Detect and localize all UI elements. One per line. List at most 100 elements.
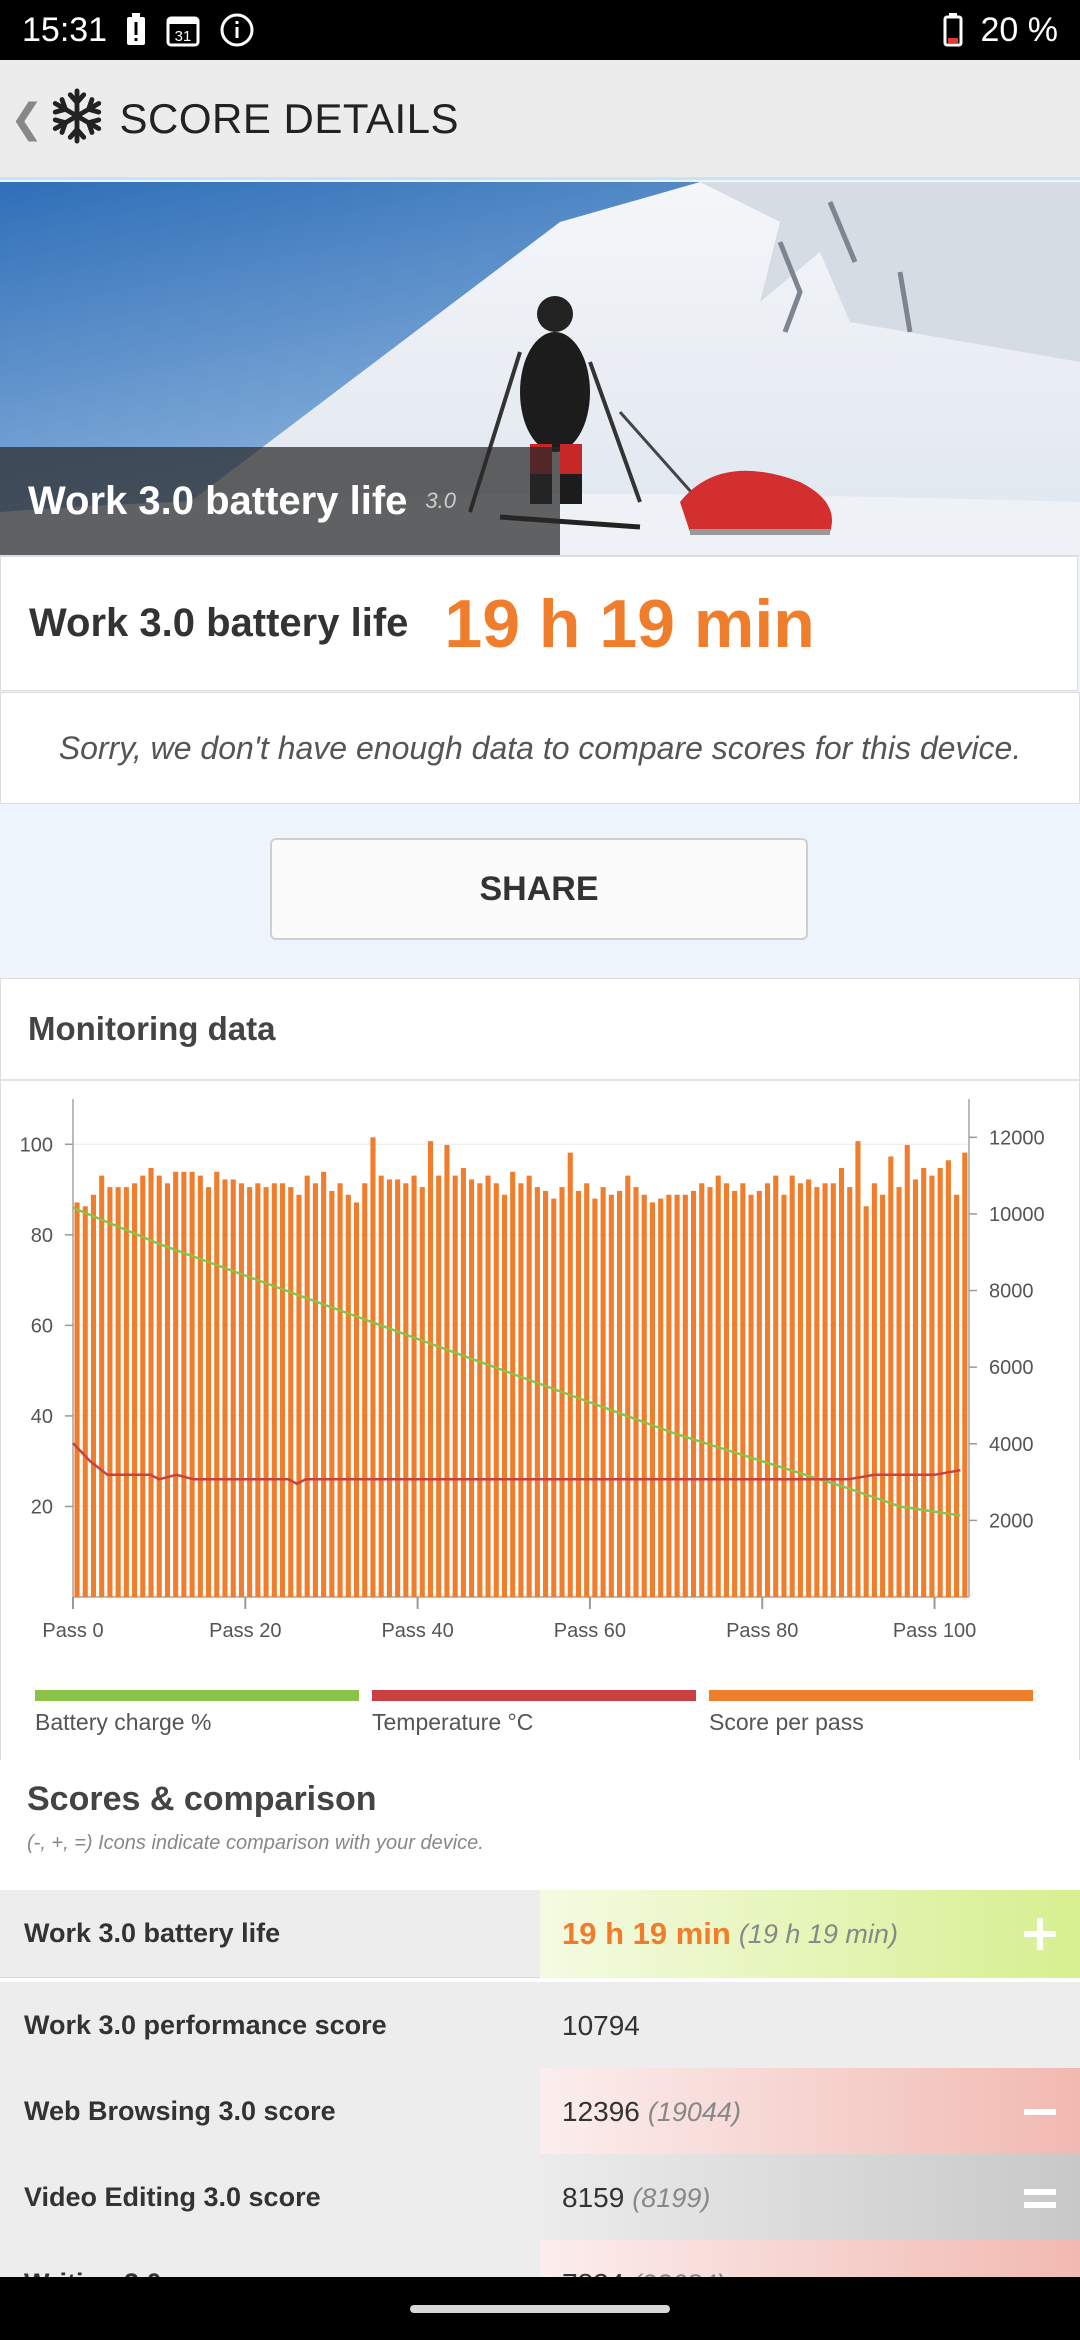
score-bar bbox=[937, 1167, 943, 1597]
score-bar bbox=[230, 1179, 236, 1597]
score-cell: 19 h 19 min (19 h 19 min) bbox=[540, 1890, 1080, 1978]
score-row-video-editing[interactable]: Video Editing 3.0 score 8159 (8199) bbox=[0, 2154, 1080, 2242]
score-bar bbox=[732, 1190, 738, 1597]
score-row-performance[interactable]: Work 3.0 performance score 10794 bbox=[0, 1982, 1080, 2070]
score-compare: (19 h 19 min) bbox=[738, 1918, 898, 1949]
legend-label: Score per pass bbox=[709, 1709, 864, 1735]
score-bar bbox=[493, 1183, 499, 1597]
score-bar bbox=[740, 1183, 746, 1597]
page-title: SCORE DETAILS bbox=[119, 94, 459, 142]
score-compare: (19044) bbox=[647, 2096, 741, 2127]
score-bar bbox=[362, 1183, 368, 1597]
score-row-battery-life[interactable]: Work 3.0 battery life 19 h 19 min (19 h … bbox=[0, 1890, 1080, 1978]
score-bar bbox=[543, 1190, 549, 1597]
legend-temperature: Temperature °C bbox=[372, 1690, 696, 1736]
score-name: Work 3.0 battery life bbox=[24, 1918, 281, 1948]
score-bar bbox=[912, 1179, 919, 1597]
score-bar bbox=[189, 1171, 195, 1597]
score-bar bbox=[600, 1187, 606, 1597]
score-bar bbox=[386, 1179, 392, 1597]
home-gesture-handle[interactable] bbox=[410, 2304, 670, 2313]
score-bar bbox=[395, 1179, 401, 1597]
score-bar bbox=[551, 1198, 557, 1597]
score-bar bbox=[641, 1194, 647, 1597]
y-right-tick-label: 12000 bbox=[989, 1127, 1045, 1149]
skier-figure bbox=[468, 296, 642, 530]
scores-title: Scores & comparison bbox=[27, 1780, 377, 1818]
y-right-tick-label: 8000 bbox=[989, 1281, 1034, 1303]
score-name: Web Browsing 3.0 score bbox=[24, 2096, 336, 2126]
score-value: 10794 bbox=[562, 2010, 640, 2041]
score-name: Video Editing 3.0 score bbox=[24, 2182, 321, 2212]
score-bar bbox=[115, 1187, 121, 1597]
scores-subtitle: (-, +, =) Icons indicate comparison with… bbox=[27, 1832, 484, 1854]
score-bar bbox=[485, 1175, 491, 1597]
score-bar bbox=[855, 1141, 861, 1597]
score-bar bbox=[880, 1194, 886, 1597]
score-cell: 10794 bbox=[540, 1982, 1080, 2070]
x-tick-label: Pass 100 bbox=[893, 1620, 976, 1642]
score-bar bbox=[608, 1194, 614, 1597]
score-bar bbox=[567, 1152, 573, 1597]
y-right-tick-label: 10000 bbox=[989, 1204, 1045, 1226]
score-bar bbox=[526, 1175, 532, 1597]
temperature-line bbox=[72, 1442, 961, 1486]
x-tick-label: Pass 80 bbox=[726, 1620, 798, 1642]
score-bar bbox=[460, 1167, 466, 1597]
score-bar bbox=[797, 1183, 803, 1597]
score-bar bbox=[658, 1198, 664, 1597]
score-bar bbox=[534, 1187, 540, 1597]
score-bar bbox=[452, 1175, 458, 1597]
app-toolbar: ❮ SCORE DETAILS bbox=[0, 60, 1080, 180]
score-bar bbox=[871, 1183, 877, 1597]
y-right-tick-label: 2000 bbox=[989, 1510, 1034, 1532]
calendar-day: 31 bbox=[175, 28, 192, 45]
score-bar bbox=[477, 1183, 483, 1597]
score-bar bbox=[247, 1187, 253, 1597]
score-bar bbox=[164, 1183, 170, 1597]
score-bar bbox=[329, 1190, 335, 1597]
score-bar bbox=[82, 1206, 88, 1597]
hero-title: Work 3.0 battery life bbox=[28, 478, 408, 523]
score-value: 8159 bbox=[562, 2182, 625, 2213]
score-bar bbox=[888, 1156, 894, 1597]
score-bar bbox=[756, 1190, 762, 1597]
score-bar bbox=[822, 1183, 828, 1597]
score-bar bbox=[132, 1183, 138, 1597]
score-bar bbox=[847, 1187, 853, 1597]
comparison-notice: Sorry, we don't have enough data to comp… bbox=[0, 692, 1080, 804]
battery-percent: 20 % bbox=[980, 10, 1059, 49]
score-bar bbox=[707, 1187, 713, 1597]
score-value: 12396 bbox=[562, 2096, 640, 2127]
score-bar bbox=[181, 1171, 187, 1597]
chart-legend: Battery charge % Temperature °C Score pe… bbox=[35, 1690, 1045, 1750]
snowflake-logo-icon[interactable] bbox=[48, 87, 106, 150]
score-bar bbox=[436, 1175, 442, 1597]
score-cell: 8159 (8199) bbox=[540, 2154, 1080, 2242]
score-bar bbox=[90, 1194, 97, 1597]
score-bar bbox=[74, 1202, 80, 1597]
status-time: 15:31 bbox=[22, 10, 108, 49]
scores-section: Scores & comparison (-, +, =) Icons indi… bbox=[0, 1760, 1080, 2340]
score-bar bbox=[370, 1137, 376, 1597]
score-bar bbox=[584, 1183, 590, 1597]
score-bar bbox=[954, 1194, 960, 1597]
score-cell: 12396 (19044) bbox=[540, 2068, 1080, 2156]
score-bar bbox=[575, 1190, 582, 1597]
hero-caption: Work 3.0 battery life 3.0 bbox=[0, 447, 560, 555]
benchmark-hero-image: Work 3.0 battery life 3.0 bbox=[0, 182, 1080, 556]
score-bar bbox=[748, 1194, 754, 1597]
score-row-web-browsing[interactable]: Web Browsing 3.0 score 12396 (19044) bbox=[0, 2068, 1080, 2156]
score-bar bbox=[666, 1194, 672, 1597]
y-left-tick-label: 40 bbox=[31, 1406, 53, 1428]
score-bar bbox=[633, 1187, 639, 1597]
share-button[interactable]: SHARE bbox=[270, 838, 808, 940]
result-label: Work 3.0 battery life bbox=[29, 601, 409, 645]
info-icon bbox=[219, 12, 255, 48]
score-bar bbox=[945, 1160, 951, 1597]
score-bar bbox=[107, 1187, 113, 1597]
score-bar bbox=[838, 1167, 845, 1597]
score-bar bbox=[214, 1171, 220, 1597]
back-chevron-icon[interactable]: ❮ bbox=[10, 96, 44, 141]
score-bar bbox=[197, 1175, 203, 1597]
